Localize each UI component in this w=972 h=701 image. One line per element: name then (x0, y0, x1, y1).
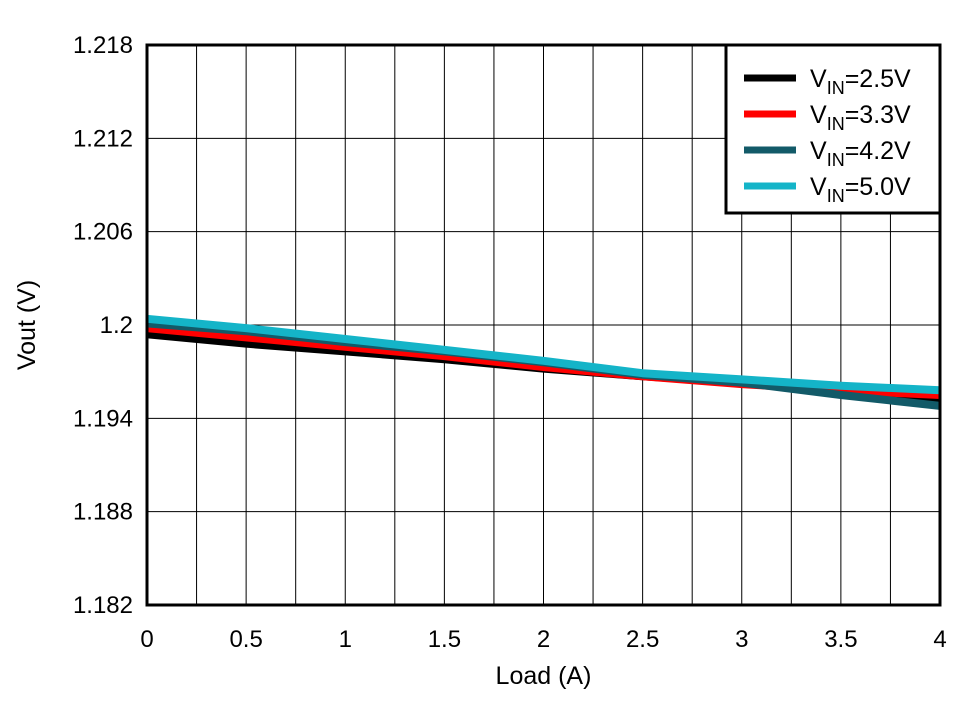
x-tick-label: 2.5 (626, 626, 659, 653)
y-tick-label: 1.188 (73, 499, 133, 526)
y-tick-label: 1.206 (73, 219, 133, 246)
legend-label-3: VIN=4.2V (810, 137, 911, 170)
legend-label-4: VIN=5.0V (810, 173, 911, 206)
x-tick-label: 3.5 (824, 626, 857, 653)
x-tick-label: 2 (537, 626, 550, 653)
series-lines (146, 314, 941, 410)
y-tick-label: 1.182 (73, 592, 133, 619)
y-tick-label: 1.194 (73, 405, 133, 432)
x-tick-label: 4 (933, 626, 946, 653)
series-line-4 (146, 314, 941, 395)
x-axis-title: Load (A) (496, 662, 592, 690)
legend-label-1: VIN=2.5V (810, 65, 911, 98)
x-tick-labels: 0 0.5 1 1.5 2 2.5 3 3.5 4 (140, 626, 946, 653)
y-tick-labels: 1.182 1.188 1.194 1.2 1.206 1.212 1.218 (73, 32, 133, 619)
x-tick-label: 1 (339, 626, 352, 653)
x-tick-label: 1.5 (428, 626, 461, 653)
y-tick-label: 1.2 (100, 312, 133, 339)
y-axis-title: Vout (V) (13, 280, 41, 370)
x-tick-label: 0 (140, 626, 153, 653)
y-tick-label: 1.212 (73, 125, 133, 152)
legend-label-2: VIN=3.3V (810, 101, 911, 134)
plot-frame (145, 43, 942, 607)
x-tick-label: 3 (735, 626, 748, 653)
y-tick-label: 1.218 (73, 32, 133, 59)
x-tick-label: 0.5 (229, 626, 262, 653)
